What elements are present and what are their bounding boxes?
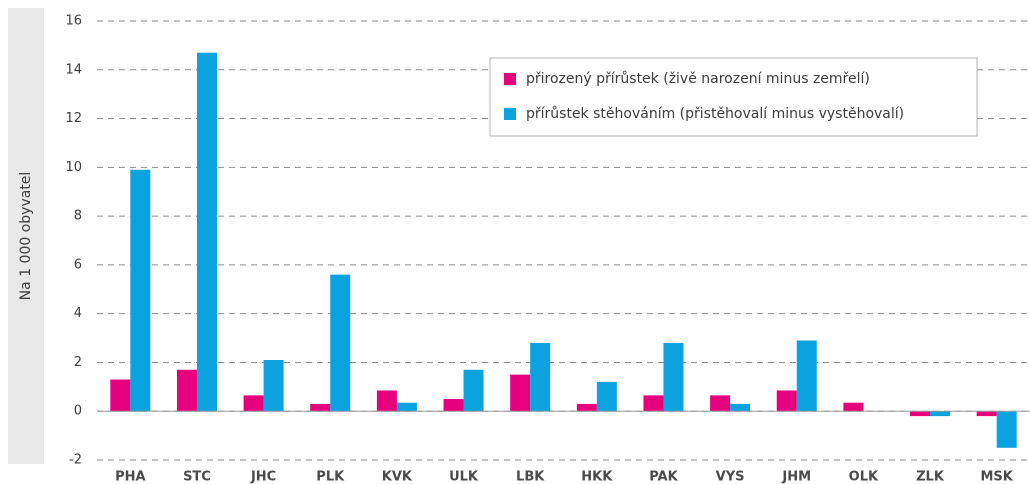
bar	[576, 403, 597, 412]
x-tick-label: PLK	[316, 470, 345, 484]
bar	[263, 360, 284, 412]
bar	[910, 411, 931, 417]
y-label-band	[8, 8, 44, 464]
bar	[376, 390, 397, 412]
y-tick-label: 16	[65, 14, 82, 29]
bar	[596, 381, 617, 412]
bar	[976, 411, 997, 417]
bar	[996, 411, 1017, 448]
x-tick-label: OLK	[849, 470, 879, 484]
bar	[663, 342, 684, 412]
bar	[330, 274, 351, 412]
legend-swatch	[504, 73, 516, 85]
y-tick-label: 14	[65, 62, 82, 77]
bar	[510, 374, 531, 412]
y-tick-label: 6	[74, 257, 82, 272]
bar	[130, 169, 151, 412]
x-tick-label: ULK	[449, 470, 479, 484]
x-tick-label: HKK	[581, 470, 613, 484]
x-tick-label: JHC	[250, 470, 276, 484]
bar	[930, 411, 951, 417]
bar	[443, 399, 464, 412]
bar	[530, 342, 551, 412]
bar	[730, 403, 751, 412]
bar	[710, 395, 731, 412]
x-tick-label: VYS	[716, 470, 745, 484]
y-axis-label: Na 1 000 obyvatel	[18, 172, 34, 301]
bar	[776, 390, 797, 412]
bar	[396, 402, 417, 412]
bar	[243, 395, 264, 412]
bar	[196, 52, 217, 412]
y-tick-label: 0	[74, 404, 82, 419]
x-tick-label: STC	[183, 470, 211, 484]
x-tick-label: ZLK	[916, 470, 945, 484]
bar	[796, 340, 817, 412]
x-tick-label: KVK	[382, 470, 413, 484]
x-tick-label: JHM	[781, 470, 811, 484]
legend-swatch	[504, 108, 516, 120]
bar	[110, 379, 131, 412]
bar	[843, 402, 864, 412]
bar	[463, 369, 484, 412]
x-tick-label: PAK	[649, 470, 678, 484]
y-tick-label: 10	[65, 160, 82, 175]
x-tick-label: LBK	[516, 470, 545, 484]
x-tick-label: MSK	[980, 470, 1013, 484]
bar	[310, 403, 331, 412]
y-tick-label: -2	[69, 453, 82, 468]
x-tick-label: PHA	[115, 470, 145, 484]
bar	[643, 395, 664, 412]
legend-label: přirozený přírůstek (živě narození minus…	[526, 71, 870, 87]
legend-box	[489, 57, 978, 137]
y-tick-label: 12	[65, 111, 82, 126]
y-tick-label: 2	[74, 355, 82, 370]
y-tick-label: 4	[74, 306, 82, 321]
bar	[176, 369, 197, 412]
y-tick-label: 8	[74, 209, 82, 224]
legend-label: přírůstek stěhováním (přistěhovalí minus…	[526, 106, 904, 122]
